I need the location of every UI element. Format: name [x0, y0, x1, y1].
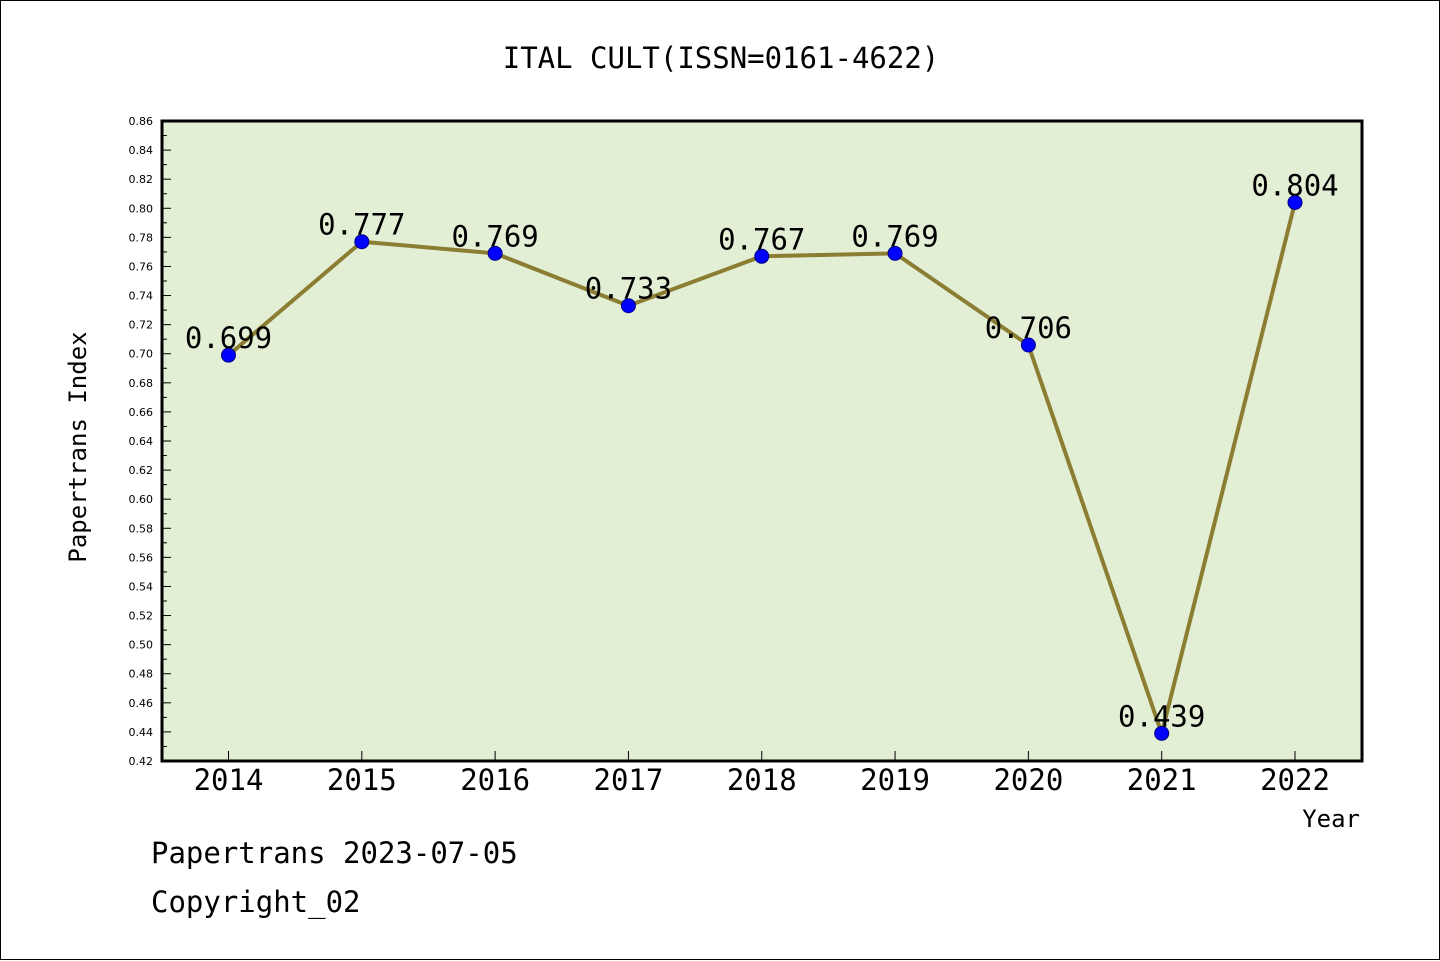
y-tick-label: 0.52: [129, 610, 154, 623]
data-label: 0.767: [718, 222, 805, 256]
x-tick-label: 2015: [327, 763, 397, 797]
x-tick-label: 2022: [1260, 763, 1330, 797]
y-tick-label: 0.48: [129, 668, 154, 681]
x-tick-label: 2020: [993, 763, 1063, 797]
y-tick-label: 0.72: [129, 319, 154, 332]
y-tick-label: 0.82: [129, 173, 154, 186]
footer-date-text: Papertrans 2023-07-05: [151, 836, 518, 870]
y-tick-label: 0.56: [129, 551, 154, 564]
y-tick-label: 0.64: [129, 435, 154, 448]
data-point: [1154, 725, 1170, 741]
y-tick-label: 0.86: [129, 115, 154, 128]
x-tick-label: 2021: [1127, 763, 1197, 797]
data-point: [620, 298, 636, 314]
x-axis-label: Year: [1302, 805, 1360, 833]
x-tick-label: 2014: [194, 763, 264, 797]
data-point: [754, 248, 770, 264]
y-tick-label: 0.58: [129, 522, 154, 535]
data-label: 0.769: [851, 219, 938, 253]
y-tick-label: 0.68: [129, 377, 154, 390]
data-label: 0.769: [451, 219, 538, 253]
data-label: 0.733: [585, 272, 672, 306]
y-tick-label: 0.62: [129, 464, 154, 477]
y-tick-label: 0.60: [129, 493, 154, 506]
chart-title: ITAL CULT(ISSN=0161-4622): [503, 41, 940, 75]
data-label: 0.699: [185, 321, 272, 355]
y-tick-label: 0.50: [129, 639, 154, 652]
y-tick-label: 0.74: [129, 290, 154, 303]
y-tick-label: 0.66: [129, 406, 154, 419]
y-tick-label: 0.84: [129, 144, 154, 157]
data-series: [221, 194, 1303, 741]
plot-area: [160, 119, 1364, 763]
data-point: [221, 347, 236, 363]
data-label: 0.706: [985, 311, 1072, 345]
x-tick-label: 2018: [727, 763, 797, 797]
data-label: 0.777: [318, 208, 405, 242]
y-tick-label: 0.76: [129, 260, 154, 273]
y-tick-label: 0.44: [129, 726, 154, 739]
data-label: 0.804: [1251, 168, 1338, 202]
x-tick-label: 2019: [860, 763, 930, 797]
y-tick-label: 0.46: [129, 697, 154, 710]
data-labels: 0.699 0.777 0.769 0.733 0.767 0.769 0.706 0.439…: [185, 168, 1339, 733]
data-point: [354, 234, 370, 250]
x-axis-ticks: 2014 2015 2016 2017 2018 2019 2020 2021 2022: [194, 751, 1330, 797]
data-point: [1020, 337, 1036, 353]
y-axis-label: Papertrans Index: [64, 331, 92, 562]
y-tick-label: 0.70: [129, 348, 154, 361]
y-tick-label: 0.42: [129, 755, 154, 768]
y-tick-label: 0.54: [129, 580, 154, 593]
x-tick-label: 2017: [594, 763, 664, 797]
data-label: 0.439: [1118, 699, 1205, 733]
y-axis-ticks: 0.42 0.44 0.46 0.48 0.50 0.52 0.54 0.56 0.58 0.60…: [129, 115, 171, 768]
data-point: [487, 245, 503, 261]
y-tick-label: 0.78: [129, 231, 154, 244]
footer-copyright-text: Copyright_02: [151, 885, 361, 919]
x-tick-label: 2016: [460, 763, 530, 797]
y-tick-label: 0.80: [129, 202, 154, 215]
data-point: [1287, 194, 1303, 210]
data-point: [887, 245, 903, 261]
